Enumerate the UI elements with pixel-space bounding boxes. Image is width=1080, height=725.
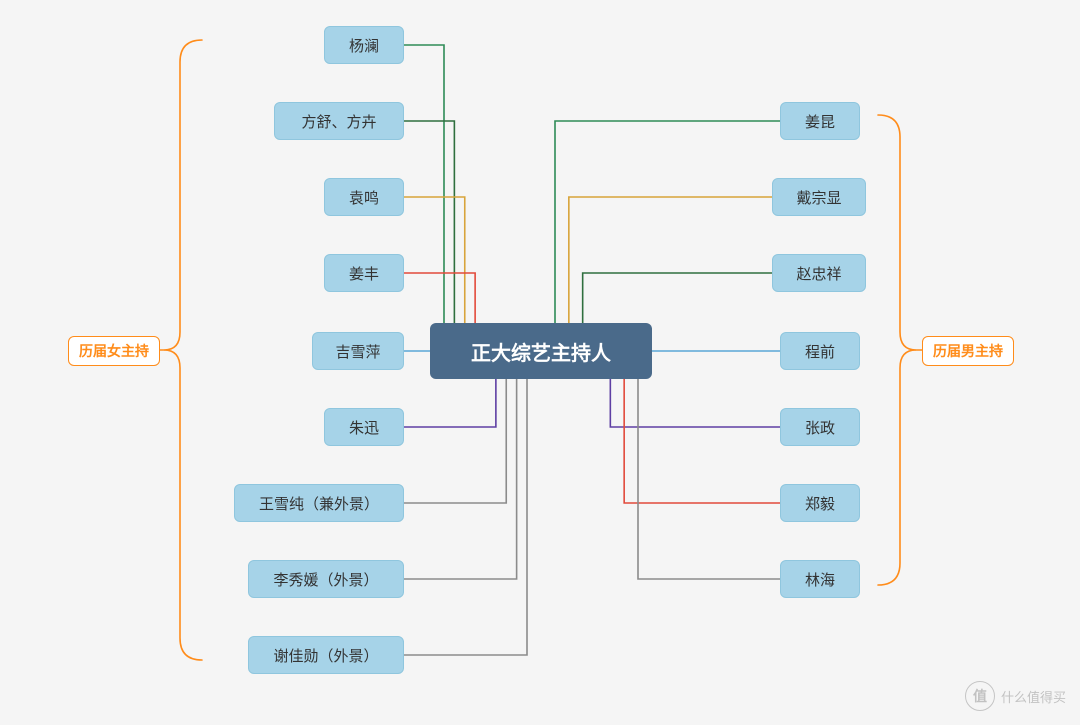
left-child-6: 王雪纯（兼外景） [234, 484, 404, 522]
left-child-2: 袁鸣 [324, 178, 404, 216]
left-child-4: 吉雪萍 [312, 332, 404, 370]
left-child-3: 姜丰 [324, 254, 404, 292]
right-child-1: 戴宗显 [772, 178, 866, 216]
branch-label-right: 历届男主持 [922, 336, 1014, 366]
watermark-badge-icon: 值 [965, 681, 995, 711]
left-child-7: 李秀媛（外景） [248, 560, 404, 598]
right-child-3: 程前 [780, 332, 860, 370]
branch-label-left: 历届女主持 [68, 336, 160, 366]
left-child-1: 方舒、方卉 [274, 102, 404, 140]
left-child-0: 杨澜 [324, 26, 404, 64]
mindmap-canvas: 值 什么值得买 正大综艺主持人 历届女主持 历届男主持 杨澜方舒、方卉袁鸣姜丰吉雪萍朱… [0, 0, 1080, 725]
watermark-text: 什么值得买 [1001, 687, 1066, 706]
left-child-8: 谢佳勋（外景） [248, 636, 404, 674]
right-child-4: 张政 [780, 408, 860, 446]
right-child-5: 郑毅 [780, 484, 860, 522]
left-child-5: 朱迅 [324, 408, 404, 446]
right-child-6: 林海 [780, 560, 860, 598]
watermark: 值 什么值得买 [965, 681, 1066, 711]
right-child-2: 赵忠祥 [772, 254, 866, 292]
right-child-0: 姜昆 [780, 102, 860, 140]
center-node: 正大综艺主持人 [430, 323, 652, 379]
